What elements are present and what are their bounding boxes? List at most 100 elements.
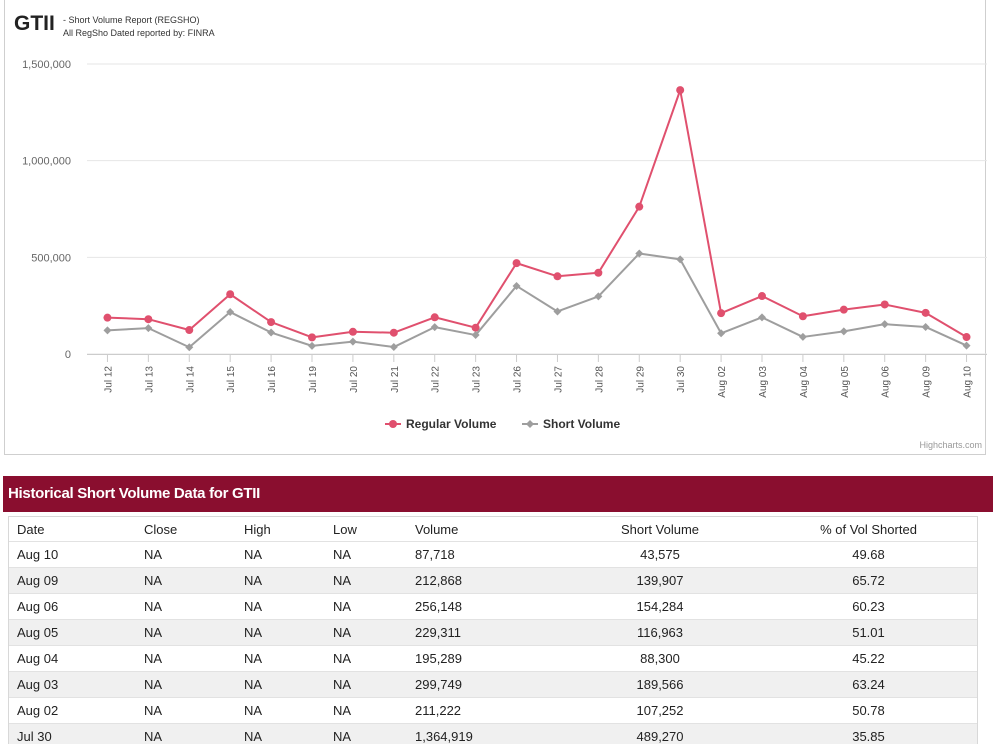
data-point	[185, 343, 194, 352]
legend-label[interactable]: Regular Volume	[406, 417, 497, 431]
data-point	[717, 309, 726, 318]
data-point	[553, 307, 562, 316]
x-tick-label: Aug 05	[840, 366, 851, 398]
data-point	[880, 300, 889, 309]
cell-short-volume: 189,566	[560, 671, 760, 698]
chart-credits-link[interactable]: Highcharts.com	[919, 440, 982, 450]
legend-marker	[389, 420, 397, 428]
data-point	[512, 281, 521, 290]
cell-pct-shorted: 49.68	[760, 541, 977, 568]
cell-high: NA	[236, 619, 325, 646]
cell-short-volume: 489,270	[560, 723, 760, 744]
report-source: All RegSho Dated reported by: FINRA	[63, 28, 215, 38]
cell-volume: 195,289	[407, 645, 560, 672]
cell-volume: 229,311	[407, 619, 560, 646]
x-tick-label: Aug 03	[758, 366, 769, 398]
data-point	[798, 332, 807, 341]
column-header-volume[interactable]: Volume	[415, 521, 459, 537]
cell-close: NA	[136, 567, 236, 594]
cell-date: Jul 30	[9, 723, 136, 744]
cell-date: Aug 09	[9, 567, 136, 594]
cell-short-volume: 154,284	[560, 593, 760, 620]
data-point	[103, 313, 112, 322]
cell-close: NA	[136, 593, 236, 620]
cell-low: NA	[325, 567, 407, 594]
cell-pct-shorted: 35.85	[760, 723, 977, 744]
x-tick-label: Jul 22	[431, 366, 442, 393]
cell-low: NA	[325, 671, 407, 698]
data-point	[839, 327, 848, 336]
cell-low: NA	[325, 723, 407, 744]
series-line	[107, 252, 967, 349]
legend-marker	[526, 420, 534, 428]
table-row: Aug 03 NA NA NA 299,749 189,566 63.24	[9, 671, 977, 698]
data-point	[308, 341, 316, 350]
table-row: Aug 10 NA NA NA 87,718 43,575 49.68	[9, 541, 977, 568]
data-point	[839, 305, 848, 314]
report-subtitle: - Short Volume Report (REGSHO) All RegSh…	[63, 14, 215, 40]
cell-date: Aug 02	[9, 697, 136, 724]
data-point	[594, 292, 603, 301]
data-point	[348, 337, 357, 346]
cell-high: NA	[236, 645, 325, 672]
cell-pct-shorted: 50.78	[760, 697, 977, 724]
x-tick-label: Jul 14	[185, 366, 196, 393]
column-header-short-volume[interactable]: Short Volume	[620, 521, 700, 537]
column-header-pct-shorted[interactable]: % of Vol Shorted	[820, 521, 917, 537]
data-point	[758, 292, 766, 301]
column-header-date[interactable]: Date	[17, 521, 45, 537]
data-point	[921, 322, 930, 331]
cell-low: NA	[325, 645, 407, 672]
cell-pct-shorted: 65.72	[760, 567, 977, 594]
cell-volume: 299,749	[407, 671, 560, 698]
x-tick-label: Aug 02	[717, 366, 728, 398]
data-point	[553, 272, 562, 281]
y-tick-label: 1,000,000	[22, 156, 71, 168]
cell-short-volume: 88,300	[560, 645, 760, 672]
x-tick-label: Aug 10	[963, 366, 974, 398]
cell-high: NA	[236, 541, 325, 568]
x-tick-label: Jul 21	[390, 366, 401, 393]
y-tick-label: 1,500,000	[22, 59, 71, 71]
column-header-close[interactable]: Close	[144, 521, 178, 537]
data-point	[226, 290, 235, 299]
data-point	[594, 268, 603, 277]
legend-label[interactable]: Short Volume	[543, 417, 620, 431]
column-header-high[interactable]: High	[244, 521, 271, 537]
data-point	[962, 341, 971, 350]
cell-low: NA	[325, 697, 407, 724]
cell-short-volume: 116,963	[560, 619, 760, 646]
table-header-row: Date Close High Low Volume Short Volume …	[9, 517, 977, 542]
table-container: Date Close High Low Volume Short Volume …	[8, 516, 978, 744]
data-point	[348, 327, 357, 336]
data-point	[267, 328, 276, 337]
cell-high: NA	[236, 697, 325, 724]
data-point	[676, 86, 685, 95]
data-point	[144, 315, 153, 324]
x-tick-label: Jul 27	[553, 366, 564, 393]
data-point	[471, 323, 480, 332]
data-point	[635, 249, 644, 258]
data-point	[962, 333, 971, 342]
table-row: Aug 02 NA NA NA 211,222 107,252 50.78	[9, 697, 977, 724]
x-tick-label: Jul 15	[226, 366, 237, 393]
cell-volume: 256,148	[407, 593, 560, 620]
cell-close: NA	[136, 697, 236, 724]
cell-close: NA	[136, 541, 236, 568]
table-title: Historical Short Volume Data for GTII	[3, 476, 993, 512]
cell-pct-shorted: 45.22	[760, 645, 977, 672]
cell-volume: 212,868	[407, 567, 560, 594]
data-point	[471, 331, 480, 340]
data-point	[308, 333, 316, 342]
cell-short-volume: 107,252	[560, 697, 760, 724]
cell-date: Aug 10	[9, 541, 136, 568]
chart-panel: 0 500,000 1,000,000 1,500,000 Jul 12 Jul 13 Ju…	[4, 0, 987, 455]
cell-high: NA	[236, 723, 325, 744]
cell-volume: 87,718	[407, 541, 560, 568]
column-header-low[interactable]: Low	[333, 521, 357, 537]
cell-high: NA	[236, 567, 325, 594]
x-tick-label: Jul 19	[308, 366, 319, 393]
cell-high: NA	[236, 671, 325, 698]
cell-close: NA	[136, 723, 236, 744]
x-tick-label: Jul 16	[267, 366, 278, 393]
